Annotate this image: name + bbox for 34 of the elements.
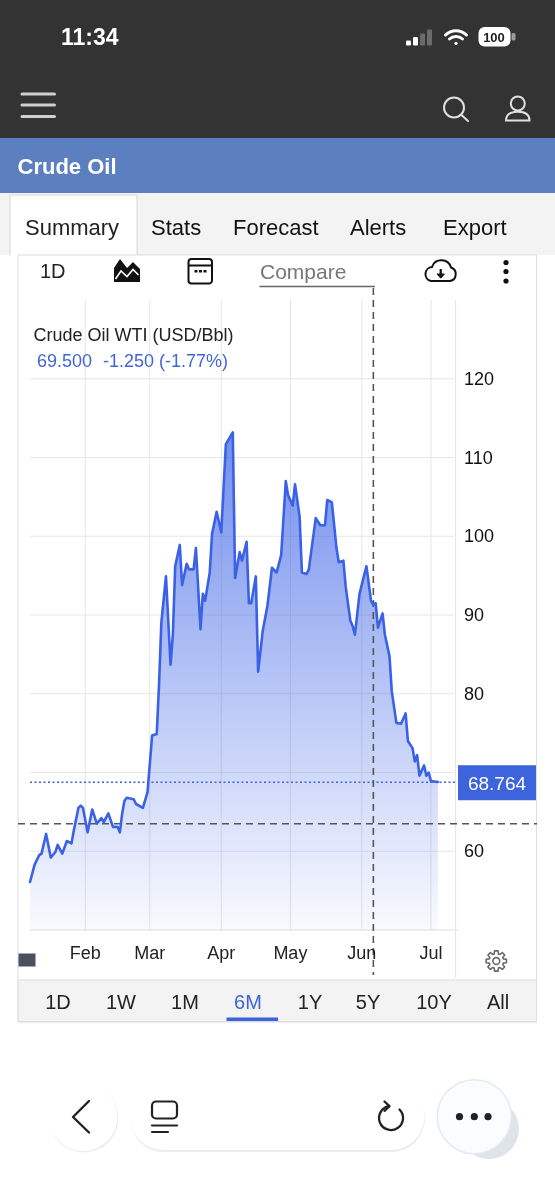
x-tick-label: Apr — [207, 942, 236, 963]
x-tick-label: Jul — [419, 942, 443, 963]
x-tick-label: Mar — [134, 942, 166, 963]
ref-line-label: 68.764 — [467, 772, 527, 794]
y-tick-label: 110 — [464, 447, 493, 468]
x-tick-label: Feb — [69, 942, 101, 963]
x-tick-label: May — [273, 942, 308, 963]
text: 1D — [40, 260, 66, 282]
text: Stats — [151, 215, 202, 240]
text: 6M — [234, 991, 262, 1013]
text: Export — [443, 215, 507, 240]
text: Crude Oil WTI (USD/Bbl) — [33, 325, 234, 345]
x-tick-label: Jun — [347, 942, 377, 963]
text: 1Y — [297, 991, 323, 1013]
text: 5Y — [355, 991, 381, 1013]
text: Summary — [25, 215, 120, 240]
text: 11:34 — [61, 24, 119, 50]
y-tick-label: 120 — [464, 368, 495, 389]
text: 1M — [171, 991, 199, 1013]
text: Compare — [260, 260, 347, 283]
y-tick-label: 100 — [464, 526, 495, 547]
text: Forecast — [233, 215, 319, 240]
text: Alerts — [350, 215, 407, 240]
text: All — [486, 991, 510, 1013]
y-tick-label: 90 — [464, 605, 485, 625]
text: 100 — [483, 30, 505, 45]
annotation: 69.500 — [37, 351, 93, 371]
y-tick-label: 80 — [464, 683, 485, 704]
text: 1W — [106, 991, 137, 1013]
chart-title: Crude Oil — [17, 153, 117, 179]
text: 10Y — [416, 991, 452, 1013]
text: 1D — [45, 991, 71, 1013]
annotation: -1.250 (-1.77%) — [103, 351, 229, 371]
y-tick-label: 60 — [464, 841, 485, 862]
